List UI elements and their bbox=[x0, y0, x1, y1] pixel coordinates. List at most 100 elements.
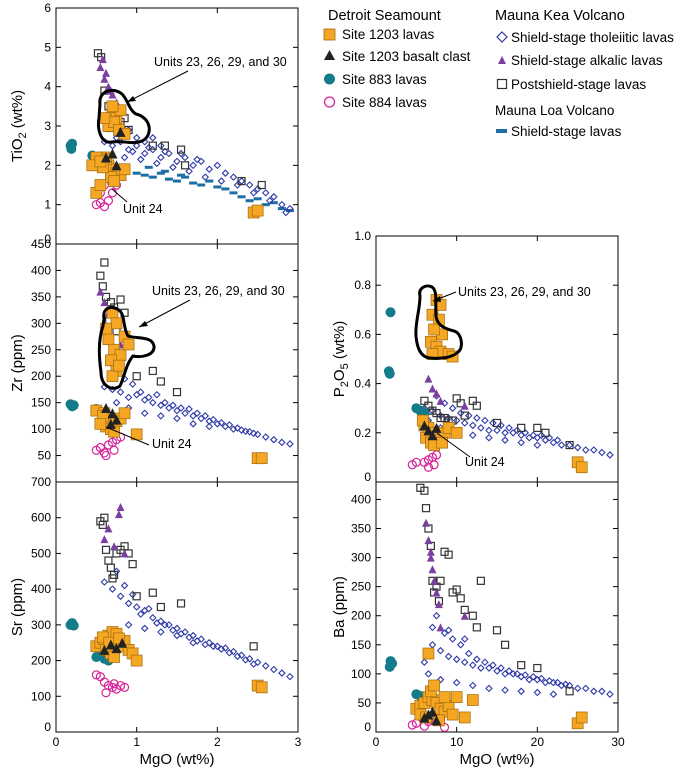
legend-item-basalt-clast: Site 1203 basalt clast bbox=[324, 49, 471, 64]
ba-postshield-point bbox=[452, 585, 461, 594]
p2o5-postshield-point bbox=[517, 423, 526, 432]
legend-label-postshield: Postshield-stage lavas bbox=[511, 77, 646, 92]
zr-tholeiitic-point bbox=[128, 380, 137, 388]
ba-site1203-point bbox=[446, 708, 459, 721]
tio2-tholeiitic-point bbox=[157, 153, 165, 162]
sr-site1203-point bbox=[108, 651, 120, 663]
sr-postshield-point bbox=[100, 513, 109, 522]
zr-tholeiitic-point bbox=[157, 412, 165, 420]
zr-site884-point bbox=[99, 448, 110, 458]
tio2-ytick-label: 2 bbox=[44, 158, 51, 172]
legend-label-site884: Site 884 lavas bbox=[342, 95, 427, 110]
ba-xtick-label: 10 bbox=[450, 735, 464, 749]
tio2-maunaloa-point bbox=[245, 199, 254, 203]
tio2-maunaloa-point bbox=[177, 173, 186, 177]
tio2-ytick-label: 4 bbox=[44, 80, 51, 94]
p2o5-tholeiitic-point bbox=[565, 441, 574, 449]
sr-postshield-point bbox=[101, 545, 111, 554]
sr-ytick-label: 400 bbox=[31, 582, 51, 596]
ba-tholeiitic-point bbox=[440, 629, 449, 637]
zr-tholeiitic-point bbox=[153, 390, 161, 399]
p2o5-alkalic-point bbox=[436, 396, 445, 405]
p2o5-tholeiitic-point bbox=[517, 438, 525, 447]
ba-tholeiitic-point bbox=[473, 655, 481, 664]
tio2-tholeiitic-point bbox=[278, 200, 286, 209]
zr-postshield-point bbox=[172, 387, 182, 397]
sr-tholeiitic-point bbox=[165, 621, 173, 629]
gray-open-square-marker-icon bbox=[496, 78, 508, 90]
p2o5-tholeiitic-point bbox=[485, 433, 493, 442]
zr-site1203-point bbox=[102, 333, 115, 346]
zr-tholeiitic-point bbox=[173, 414, 181, 423]
panel-tio2-data bbox=[65, 49, 294, 219]
p2o5-tholeiitic-point bbox=[533, 441, 542, 449]
blue-dash-marker-icon bbox=[496, 129, 507, 133]
sr-tholeiitic-point bbox=[120, 581, 129, 590]
zr-tholeiitic-point bbox=[136, 388, 145, 396]
p2o5-tholeiitic-point bbox=[469, 431, 477, 440]
panel-ba bbox=[375, 481, 619, 733]
zr-tholeiitic-point bbox=[241, 427, 250, 436]
sr-alkalic-point bbox=[114, 510, 123, 519]
ba-tholeiitic-point bbox=[460, 658, 469, 667]
zr-basalt-point bbox=[105, 418, 116, 429]
tio2-site884-point bbox=[107, 188, 118, 198]
ba-tholeiitic-point bbox=[469, 661, 477, 669]
sr-xtick-label: 2 bbox=[214, 735, 221, 749]
panel-sr bbox=[55, 481, 299, 733]
zr-ytick-label: 350 bbox=[31, 290, 51, 304]
ba-tholeiitic-point bbox=[493, 667, 501, 675]
zr-arrowhead bbox=[139, 321, 148, 327]
panel-p2o5: Units 23, 26, 29, and 30 Unit 24 bbox=[375, 235, 619, 483]
tio2-tholeiitic-point bbox=[249, 189, 258, 197]
ba-postshield-point bbox=[492, 626, 502, 635]
tio2-ytick-label: 6 bbox=[44, 1, 51, 15]
p2o5-alkalic-point bbox=[432, 389, 441, 398]
sr-alkalic-point bbox=[110, 542, 119, 551]
ba-postshield-point bbox=[456, 594, 465, 603]
p2o5-site883-point bbox=[384, 368, 395, 379]
zr-postshield-point bbox=[98, 282, 107, 291]
zr-ytick-label: 250 bbox=[31, 343, 51, 357]
tio2-maunaloa-point bbox=[140, 173, 149, 177]
zr-postshield-point bbox=[148, 366, 157, 376]
zr-ytick-label: 300 bbox=[31, 316, 51, 330]
tio2-maunaloa-point bbox=[285, 209, 294, 213]
tio2-maunaloa-point bbox=[189, 181, 198, 185]
teal-circle-marker-icon bbox=[324, 73, 335, 85]
zr-tholeiitic-point bbox=[144, 393, 153, 402]
tio2-tholeiitic-point bbox=[213, 161, 222, 170]
p2o5-alkalic-point bbox=[424, 374, 433, 383]
sr-basalt-point bbox=[105, 639, 116, 650]
tio2-tholeiitic-point bbox=[132, 141, 141, 150]
ba-alkalic-point bbox=[424, 536, 433, 545]
sr-tholeiitic-point bbox=[124, 599, 133, 608]
panel-ba-data bbox=[384, 483, 614, 732]
zr-site1203-point bbox=[255, 452, 268, 465]
zr-ytick-label: 400 bbox=[31, 263, 51, 277]
sr-tholeiitic-point bbox=[173, 624, 181, 633]
ba-xaxis-title: MgO (wt%) bbox=[460, 751, 535, 768]
sr-tholeiitic-point bbox=[173, 631, 181, 640]
p2o5-ytick-label: 0.4 bbox=[354, 377, 371, 391]
p2o5-site883-point bbox=[385, 307, 396, 318]
sr-site883-point bbox=[68, 620, 79, 631]
tio2-maunaloa-point bbox=[148, 175, 157, 179]
zr-tholeiitic-point bbox=[177, 404, 185, 412]
zr-tholeiitic-point bbox=[217, 418, 226, 427]
ba-tholeiitic-point bbox=[553, 678, 562, 687]
p2o5-tholeiitic-point bbox=[529, 431, 538, 440]
ba-ytick-label: 150 bbox=[351, 638, 371, 652]
legend-item-site883: Site 883 lavas bbox=[324, 72, 427, 87]
zr-tholeiitic-point bbox=[193, 409, 201, 418]
sr-tholeiitic-point bbox=[241, 656, 250, 664]
ba-tholeiitic-point bbox=[464, 649, 473, 658]
ba-tholeiitic-point bbox=[529, 672, 538, 681]
p2o5-ytick-label: 0 bbox=[364, 470, 371, 484]
legend: Detroit Seamount Mauna Kea Volcano Mauna… bbox=[323, 8, 674, 139]
legend-label-basalt-clast: Site 1203 basalt clast bbox=[342, 49, 471, 64]
ba-tholeiitic-point bbox=[533, 675, 542, 684]
ba-postshield-point bbox=[420, 486, 429, 495]
tio2-tholeiitic-point bbox=[132, 134, 141, 142]
ba-xtick-label: 0 bbox=[373, 735, 380, 749]
